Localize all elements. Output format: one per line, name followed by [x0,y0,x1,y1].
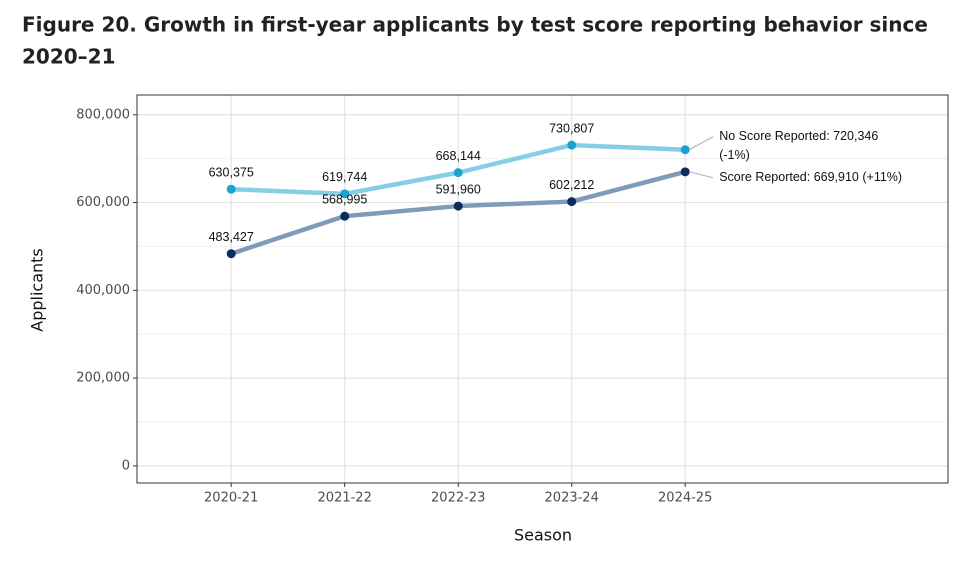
point [226,249,236,259]
data-label: 568,995 [322,192,367,206]
point [340,211,350,221]
y-tick-label: 800,000 [76,107,130,122]
point [453,168,463,178]
point [226,184,236,194]
point [567,197,577,207]
point [453,201,463,211]
end-label: (-1%) [719,148,750,162]
x-axis-label: Season [514,526,572,545]
point [567,140,577,150]
x-tick-label: 2022-23 [431,491,485,506]
data-label: 602,212 [549,178,594,192]
x-tick-label: 2024-25 [658,491,712,506]
y-tick-label: 400,000 [76,283,130,298]
chart-title: 2020–21 [22,45,116,69]
end-label: No Score Reported: 720,346 [719,129,878,143]
data-label: 730,807 [549,121,594,135]
y-tick-label: 200,000 [76,371,130,386]
x-tick-label: 2023-24 [545,491,599,506]
y-axis-label: Applicants [28,248,47,332]
y-tick-label: 600,000 [76,195,130,210]
data-label: 483,427 [209,230,254,244]
x-tick-label: 2021-22 [318,491,372,506]
leader-line [688,136,714,151]
data-label: 668,144 [436,149,481,163]
end-label: Score Reported: 669,910 (+11%) [719,170,902,184]
chart-title: Figure 20. Growth in first-year applican… [22,13,928,37]
data-label: 619,744 [322,170,367,184]
point [680,167,690,177]
data-label: 591,960 [436,182,481,196]
x-tick-label: 2020-21 [204,491,258,506]
point [680,145,690,155]
point [340,189,350,199]
data-label: 630,375 [209,165,254,179]
y-tick-label: 0 [122,458,130,473]
leader-line [689,171,714,179]
plot-border [136,94,949,484]
